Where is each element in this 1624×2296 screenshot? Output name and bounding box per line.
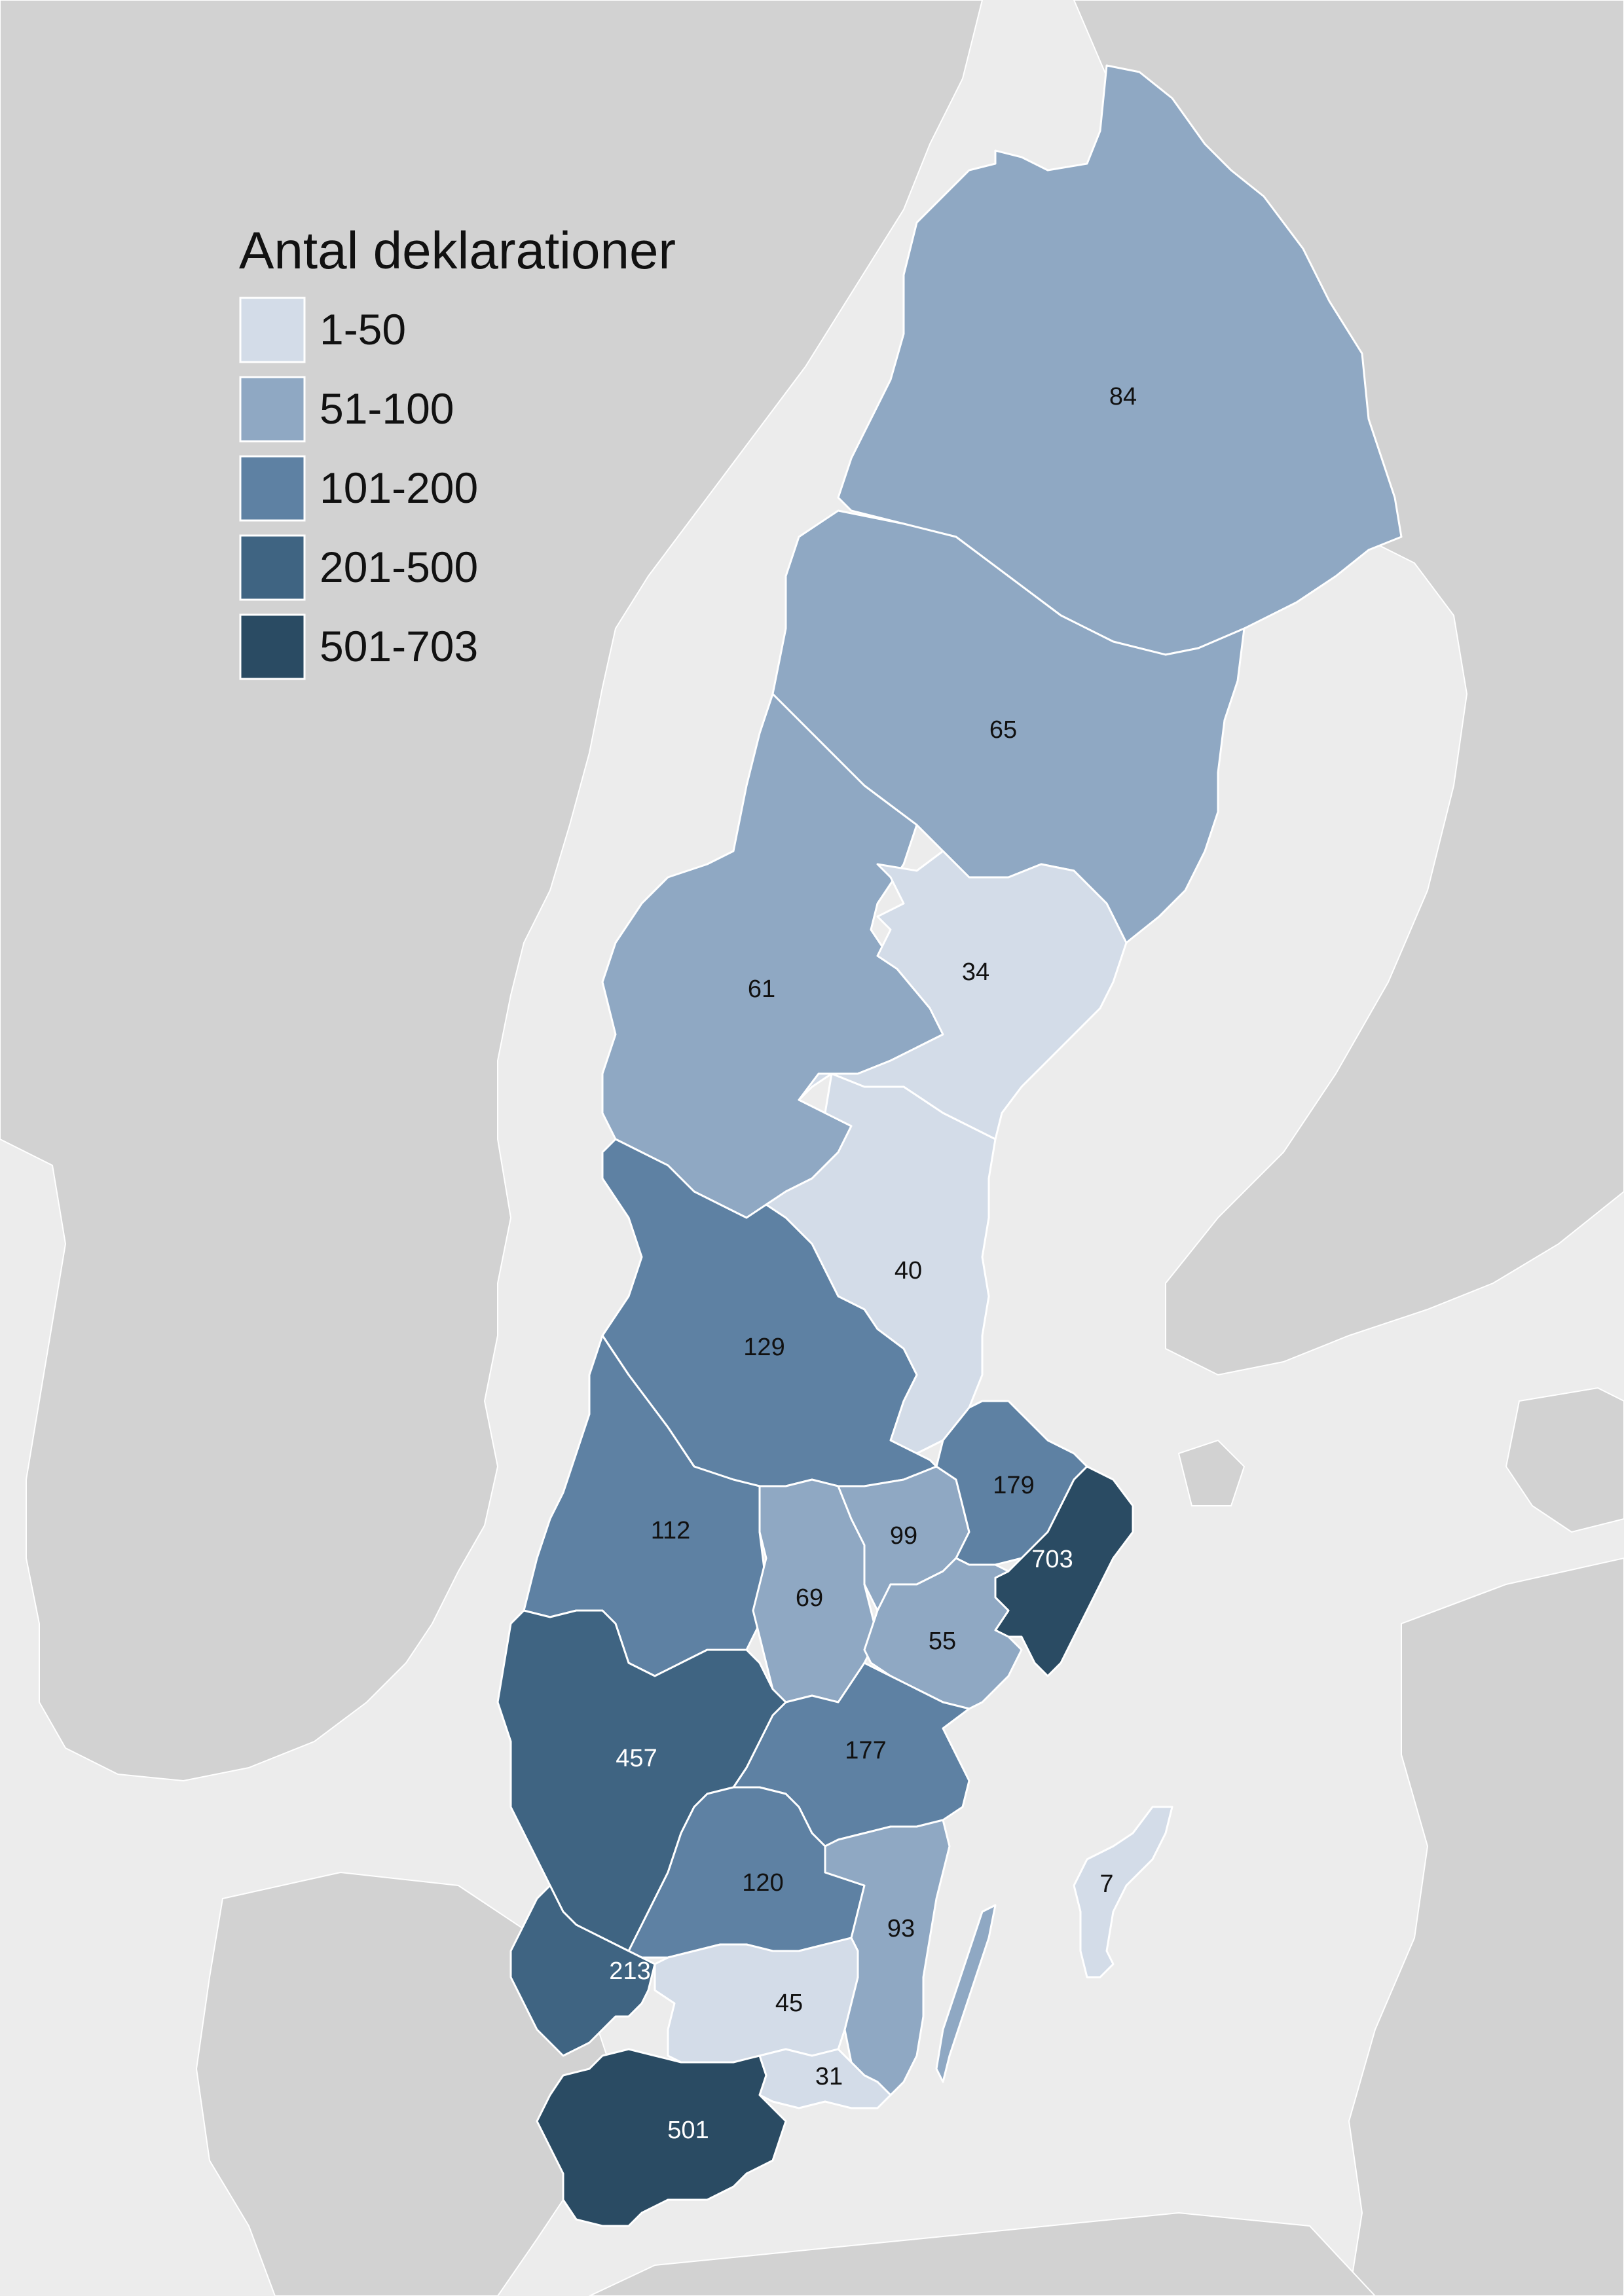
legend-label-5: 501-703 <box>320 622 478 670</box>
county-label-varmland: 112 <box>651 1517 691 1544</box>
county-label-gotland: 7 <box>1099 1870 1113 1898</box>
county-label-vastmanland: 99 <box>890 1522 917 1550</box>
county-label-halland: 213 <box>609 1958 650 1985</box>
legend-swatch-5 <box>239 613 306 680</box>
norway-land <box>0 0 984 1782</box>
county-label-stockholm: 703 <box>1031 1546 1073 1573</box>
county-label-jonkoping: 120 <box>742 1869 783 1897</box>
county-label-vasternorrland: 34 <box>962 958 989 986</box>
county-halland <box>509 1884 656 2057</box>
legend-swatch-4 <box>239 534 306 601</box>
county-label-kronoberg: 45 <box>775 1990 803 2017</box>
county-labels: 84 65 61 34 40 129 112 69 99 179 703 55 … <box>609 383 1137 2144</box>
county-label-vastra-gotaland: 457 <box>616 1745 657 1772</box>
county-label-orebro: 69 <box>796 1584 823 1612</box>
legend-item-1: 1-50 <box>239 297 406 363</box>
county-label-sodermanland: 55 <box>929 1628 956 1655</box>
legend-item-5: 501-703 <box>239 613 478 680</box>
legend-swatch-3 <box>239 455 306 522</box>
county-skane <box>536 2048 787 2227</box>
legend-label-1: 1-50 <box>320 305 406 354</box>
county-label-uppsala: 179 <box>993 1472 1034 1499</box>
legend: Antal deklarationer 1-50 51-100 101-200 … <box>239 221 676 680</box>
county-label-vasterbotten: 65 <box>989 716 1017 744</box>
baltics-land <box>1348 1557 1624 2296</box>
legend-swatch-2 <box>239 376 306 443</box>
county-label-kalmar: 93 <box>887 1915 915 1942</box>
county-label-norrbotten: 84 <box>1109 383 1137 410</box>
germany-poland-land <box>589 2212 1376 2296</box>
county-label-dalarna: 129 <box>743 1334 784 1361</box>
county-label-skane: 501 <box>667 2117 709 2144</box>
legend-title: Antal deklarationer <box>239 221 676 280</box>
county-label-jamtland: 61 <box>748 975 775 1003</box>
legend-item-4: 201-500 <box>239 534 478 601</box>
legend-label-4: 201-500 <box>320 543 478 591</box>
county-label-ostergotland: 177 <box>845 1737 886 1764</box>
legend-item-3: 101-200 <box>239 455 478 522</box>
county-label-gavleborg: 40 <box>895 1257 922 1285</box>
county-gotland <box>1073 1806 1173 1978</box>
county-label-blekinge: 31 <box>815 2063 843 2090</box>
sweden-counties <box>496 64 1403 2227</box>
legend-item-2: 51-100 <box>239 376 454 443</box>
county-kronoberg <box>654 1937 859 2064</box>
legend-label-3: 101-200 <box>320 464 478 512</box>
county-oland <box>935 1904 997 2083</box>
county-blekinge <box>758 2048 892 2109</box>
county-stockholm <box>994 1465 1134 1677</box>
estonia-saaremaa-land <box>1505 1387 1624 1533</box>
legend-label-2: 51-100 <box>320 384 454 433</box>
aland-land <box>1177 1439 1246 1506</box>
legend-swatch-1 <box>239 297 306 363</box>
